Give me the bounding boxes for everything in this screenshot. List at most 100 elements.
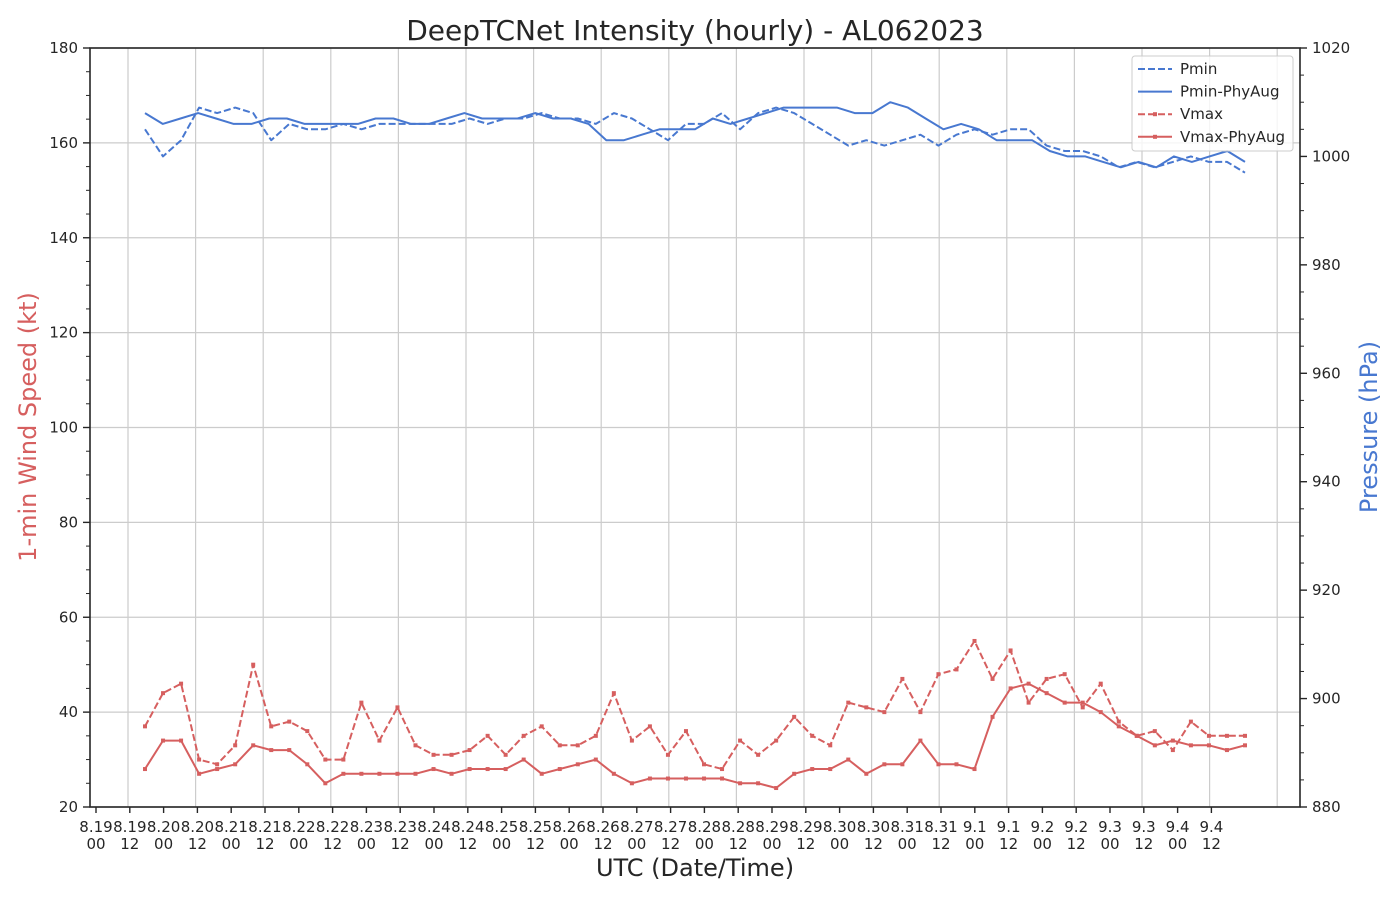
series-line-2 [144,640,1245,770]
data-point-marker [395,771,400,776]
data-point-marker [161,738,166,743]
data-point-marker [359,700,364,705]
right-tick-label: 900 [1312,690,1341,708]
x-tick-date-label: 8.27 [620,818,653,836]
data-point-marker [341,757,346,762]
data-point-marker [1170,748,1175,753]
right-tick-label: 1020 [1312,39,1350,57]
data-point-marker [1008,648,1013,653]
data-point-marker [233,762,238,767]
right-tick-label: 880 [1312,798,1341,816]
x-tick-date-label: 8.24 [451,818,484,836]
data-point-marker [756,752,761,757]
y-axis-title-right: Pressure (hPa) [1355,341,1383,513]
data-point-marker [377,771,382,776]
data-point-marker [539,724,544,729]
series-line-0 [144,106,1246,174]
data-point-marker [323,757,328,762]
legend-label: Vmax [1180,105,1223,123]
data-point-marker [936,762,941,767]
x-tick-date-label: 8.31 [924,818,957,836]
data-point-marker [449,771,454,776]
x-tick-hour-label: 12 [931,835,950,853]
x-tick-hour-label: 12 [391,835,410,853]
x-tick-hour-label: 12 [255,835,274,853]
data-point-marker [1098,681,1103,686]
right-tick-label: 960 [1312,364,1341,382]
x-tick-date-label: 8.21 [248,818,281,836]
data-point-marker [575,743,580,748]
x-tick-date-label: 8.23 [350,818,383,836]
data-point-marker [683,729,688,734]
x-tick-date-label: 8.19 [113,818,146,836]
legend-label: Pmin-PhyAug [1180,83,1279,101]
x-tick-hour-label: 12 [1067,835,1086,853]
data-point-marker [828,767,833,772]
x-tick-hour-label: 00 [898,835,917,853]
data-point-marker [702,762,707,767]
legend: Pmin Pmin-PhyAug Vmax Vmax-PhyAug [1131,55,1294,152]
left-tick-label: 160 [49,134,78,152]
data-point-marker [161,691,166,696]
data-point-marker [665,752,670,757]
x-tick-hour-label: 00 [154,835,173,853]
x-tick-hour-label: 00 [627,835,646,853]
data-point-marker [846,757,851,762]
data-point-marker [197,771,202,776]
data-point-marker [702,776,707,781]
y-axis-title-left: 1-min Wind Speed (kt) [14,292,42,562]
x-tick-date-label: 8.30 [823,818,856,836]
x-tick-hour-label: 00 [1100,835,1119,853]
data-point-marker [864,705,869,710]
chart-title: DeepTCNet Intensity (hourly) - AL062023 [406,14,984,47]
x-tick-date-label: 8.26 [586,818,619,836]
x-tick-hour-label: 00 [1168,835,1187,853]
data-point-marker [792,771,797,776]
data-point-marker [774,738,779,743]
data-point-marker [738,738,743,743]
data-point-marker [251,743,256,748]
data-point-marker [269,748,274,753]
data-point-marker [1062,700,1067,705]
data-point-marker [449,752,454,757]
legend-swatch-marker [1153,112,1157,117]
data-point-marker [720,776,725,781]
x-tick-hour-label: 12 [593,835,612,853]
legend-label: Pmin [1180,60,1217,78]
data-point-marker [1243,733,1247,738]
x-tick-hour-label: 00 [830,835,849,853]
x-tick-date-label: 8.30 [857,818,890,836]
axes: 20 40 60 80 100 120 140 160 180 880 900 920 940 960 98… [49,39,1350,853]
data-point-marker [521,757,526,762]
x-tick-hour-label: 12 [323,835,342,853]
x-tick-date-label: 9.1 [997,818,1021,836]
data-point-marker [1170,738,1175,743]
data-point-marker [720,767,725,772]
data-point-marker [882,710,887,715]
data-point-marker [1206,733,1211,738]
data-point-marker [143,767,147,772]
x-tick-hour-label: 12 [796,835,815,853]
x-tick-date-label: 9.4 [1166,818,1190,836]
right-tick-label: 940 [1312,473,1341,491]
x-tick-hour-label: 00 [357,835,376,853]
x-tick-date-label: 8.27 [654,818,687,836]
data-point-marker [1224,748,1229,753]
x-tick-hour-label: 00 [1033,835,1052,853]
left-tick-label: 140 [49,229,78,247]
x-tick-date-label: 8.31 [890,818,923,836]
data-point-marker [756,781,761,786]
left-tick-label: 100 [49,419,78,437]
data-point-marker [774,786,779,791]
x-tick-date-label: 9.3 [1132,818,1156,836]
legend-swatch-marker [1153,134,1157,139]
data-point-marker [1116,719,1121,724]
data-point-marker [665,776,670,781]
x-tick-date-label: 8.24 [417,818,450,836]
legend-label: Vmax-PhyAug [1180,128,1285,146]
data-point-marker [233,743,238,748]
data-point-marker [269,724,274,729]
data-point-marker [539,771,544,776]
x-tick-hour-label: 12 [1202,835,1221,853]
